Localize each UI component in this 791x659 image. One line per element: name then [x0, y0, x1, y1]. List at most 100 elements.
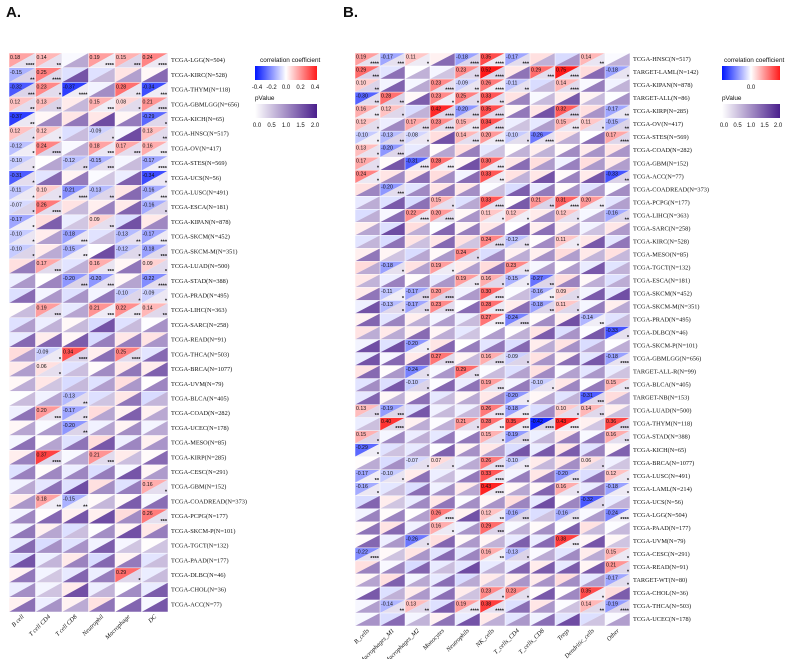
cell-coefficient: 0.17 — [116, 143, 126, 149]
cell-pvalue — [88, 67, 115, 83]
cell-corr — [480, 183, 505, 197]
cell-pvalue — [480, 560, 505, 574]
cell-pvalue — [605, 118, 630, 132]
cell-corr — [605, 196, 630, 210]
cell-pvalue — [355, 196, 380, 210]
cell-pvalue — [141, 567, 168, 583]
cell-coefficient: -0.22 — [356, 549, 368, 555]
cell-pvalue — [430, 235, 455, 249]
cell-pvalue — [141, 479, 168, 495]
cell-corr — [355, 157, 380, 171]
cell-coefficient: 0.14 — [581, 601, 591, 607]
cell-pvalue — [35, 567, 62, 583]
cell-pvalue — [355, 443, 380, 457]
cell-pvalue — [530, 508, 555, 522]
cell-pvalue — [380, 599, 405, 613]
cell-pvalue — [355, 313, 380, 327]
cell-pvalue — [505, 209, 530, 223]
cell-corr — [62, 317, 89, 333]
cell-pvalue — [605, 404, 630, 418]
cell-significance: ** — [550, 296, 555, 302]
cell-pvalue — [580, 391, 605, 405]
cell-pvalue — [480, 365, 505, 379]
cell-pvalue — [455, 261, 480, 275]
legend-tick: 0.0 — [720, 123, 729, 129]
cell-corr — [35, 567, 62, 583]
cell-corr — [62, 229, 89, 245]
cell-coefficient: -0.15 — [63, 246, 75, 252]
cell-pvalue — [580, 417, 605, 431]
cell-pvalue — [480, 196, 505, 210]
row-label: TCGA-SKCM(N=452) — [171, 234, 230, 241]
cell-significance: *** — [422, 296, 429, 302]
cell-pvalue — [505, 599, 530, 613]
cell-pvalue — [9, 67, 36, 83]
row-label: TARGET-LAML(N=142) — [633, 69, 698, 76]
cell-corr — [480, 534, 505, 548]
cell-pvalue — [62, 244, 89, 259]
cell-pvalue — [355, 183, 380, 197]
cell-pvalue — [62, 567, 89, 583]
cell-pvalue — [62, 479, 89, 495]
cell-pvalue — [62, 273, 89, 289]
cell-pvalue — [530, 326, 555, 340]
cell-coefficient: 0.15 — [606, 380, 616, 386]
cell-corr — [455, 560, 480, 574]
cell-pvalue — [580, 170, 605, 184]
cell-pvalue — [505, 430, 530, 444]
cell-significance: * — [627, 478, 630, 484]
cell-pvalue — [380, 105, 405, 119]
row-label: TCGA-HNSC(N=517) — [633, 56, 691, 63]
cell-significance: *** — [497, 387, 504, 393]
cell-corr — [355, 508, 380, 522]
cell-corr — [380, 222, 405, 236]
cell-corr — [430, 79, 455, 93]
cell-coefficient: -0.17 — [506, 54, 518, 60]
row-label: TCGA-LUSC(N=491) — [171, 190, 228, 197]
cell-pvalue — [88, 229, 115, 245]
cell-pvalue — [555, 495, 580, 509]
cell-pvalue — [480, 274, 505, 288]
cell-corr — [115, 509, 142, 524]
cell-corr — [530, 222, 555, 236]
cell-coefficient: -0.17 — [381, 54, 393, 60]
cell-pvalue — [62, 582, 89, 598]
cell-significance: **** — [620, 608, 630, 614]
cell-pvalue — [555, 599, 580, 613]
cell-significance: * — [477, 426, 480, 432]
cell-pvalue — [555, 573, 580, 587]
cell-pvalue — [62, 53, 89, 68]
cell-pvalue — [380, 274, 405, 288]
cell-pvalue — [35, 317, 62, 333]
row-label: TCGA-COADREAD(N=373) — [171, 498, 247, 505]
cell-significance: ** — [30, 122, 35, 128]
row-label: TCGA-TGCT(N=132) — [171, 543, 228, 550]
cell-significance: ** — [57, 63, 62, 69]
cell-pvalue — [115, 435, 142, 451]
cell-corr — [505, 391, 530, 405]
cell-pvalue — [530, 495, 555, 509]
cell-pvalue — [9, 141, 36, 156]
cell-pvalue — [530, 209, 555, 223]
cell-pvalue — [455, 53, 480, 67]
cell-corr — [141, 553, 168, 568]
cell-pvalue — [555, 612, 580, 626]
cell-corr — [580, 131, 605, 145]
cell-pvalue — [405, 547, 430, 561]
cell-coefficient: -0.15 — [506, 276, 518, 282]
cell-corr — [62, 509, 89, 524]
cell-pvalue — [605, 222, 630, 236]
cell-significance: *** — [160, 195, 167, 201]
legend-tick: 0.0 — [253, 123, 262, 129]
cell-pvalue — [355, 300, 380, 314]
cell-coefficient: 0.28 — [431, 159, 441, 165]
cell-pvalue — [141, 170, 168, 186]
cell-corr — [141, 111, 168, 127]
row-label: TCGA-COADREAD(N=373) — [633, 186, 709, 193]
cell-coefficient: -0.11 — [10, 188, 22, 194]
cell-pvalue — [580, 547, 605, 561]
row-label: TCGA-THCA(N=503) — [171, 351, 229, 358]
cell-corr — [380, 196, 405, 210]
legend-tick: -0.4 — [252, 85, 263, 91]
cell-coefficient: -0.09 — [90, 129, 102, 135]
